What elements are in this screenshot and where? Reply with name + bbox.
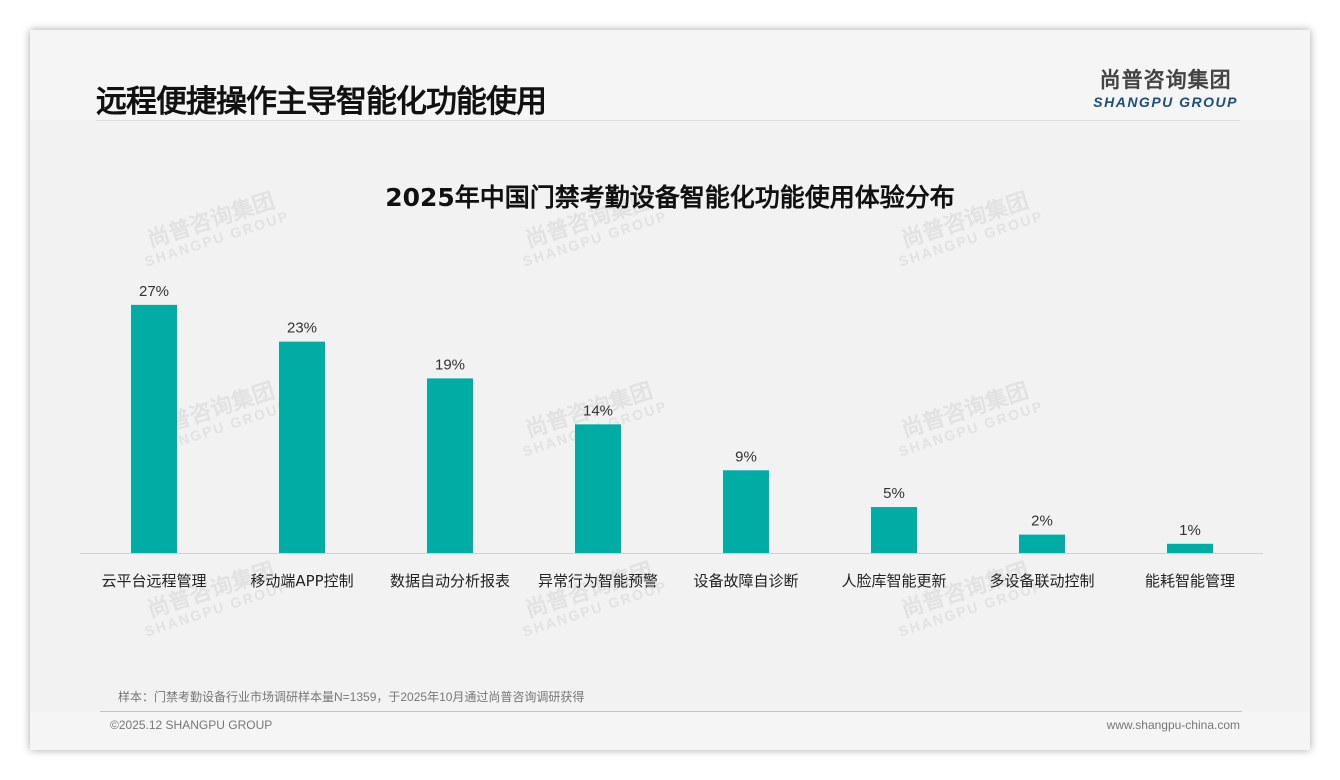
- bar: [723, 470, 769, 553]
- data-label: 23%: [287, 320, 317, 337]
- category-label: 数据自动分析报表: [390, 572, 510, 590]
- data-label: 14%: [583, 402, 613, 419]
- logo-en: SHANGPU GROUP: [1093, 94, 1238, 110]
- data-label: 19%: [435, 356, 465, 373]
- data-label: 1%: [1179, 522, 1201, 539]
- bar: [131, 304, 177, 553]
- bar-chart: 27% 云平台远程管理 23% 移动端APP控制 19% 数据自动分析报表 14% 异常行为智…: [80, 283, 1263, 590]
- chart-background: [30, 120, 1310, 712]
- category-label: 异常行为智能预警: [538, 572, 658, 590]
- data-label: 9%: [735, 448, 757, 465]
- logo-cn: 尚普咨询集团: [1099, 68, 1232, 92]
- category-label: 多设备联动控制: [989, 572, 1094, 590]
- sample-note: 样本：门禁考勤设备行业市场调研样本量N=1359，于2025年10月通过尚普咨询…: [118, 690, 585, 704]
- chart-title: 2025年中国门禁考勤设备智能化功能使用体验分布: [385, 183, 955, 212]
- bar: [427, 378, 473, 553]
- website-url: www.shangpu-china.com: [1106, 718, 1240, 732]
- data-label: 27%: [139, 283, 169, 300]
- copyright: ©2025.12 SHANGPU GROUP: [110, 718, 273, 732]
- logo: 尚普咨询集团 SHANGPU GROUP: [1093, 64, 1238, 110]
- header-divider: [96, 120, 1240, 121]
- bar: [575, 424, 621, 553]
- bar: [871, 507, 917, 553]
- data-label: 5%: [883, 485, 905, 502]
- category-label: 能耗智能管理: [1145, 572, 1235, 590]
- category-label: 移动端APP控制: [250, 572, 353, 590]
- bar: [279, 341, 325, 553]
- slide: 远程便捷操作主导智能化功能使用 尚普咨询集团 SHANGPU GROUP 尚普咨…: [30, 30, 1310, 750]
- page-title: 远程便捷操作主导智能化功能使用: [96, 84, 547, 120]
- bar: [1167, 543, 1213, 553]
- data-label: 2%: [1031, 513, 1053, 530]
- bar: [1019, 534, 1065, 553]
- category-label: 设备故障自诊断: [693, 572, 798, 590]
- category-label: 云平台远程管理: [101, 572, 206, 590]
- category-label: 人脸库智能更新: [841, 572, 946, 590]
- footer-divider: [100, 711, 1242, 712]
